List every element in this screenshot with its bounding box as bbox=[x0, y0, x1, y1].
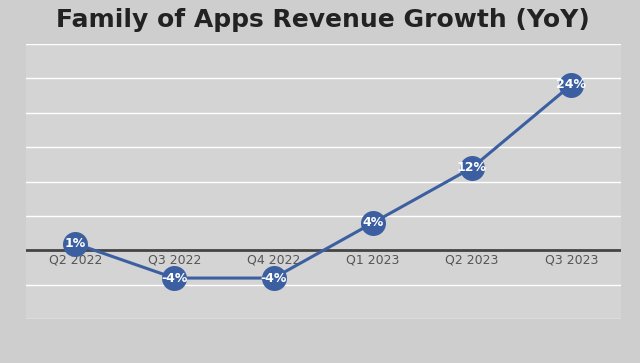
Text: 1%: 1% bbox=[65, 237, 86, 250]
Text: -4%: -4% bbox=[260, 272, 287, 285]
Text: Q1 2023: Q1 2023 bbox=[346, 254, 399, 267]
Text: Q2 2023: Q2 2023 bbox=[445, 254, 499, 267]
Text: 12%: 12% bbox=[457, 161, 487, 174]
Text: Q3 2023: Q3 2023 bbox=[545, 254, 598, 267]
Title: Family of Apps Revenue Growth (YoY): Family of Apps Revenue Growth (YoY) bbox=[56, 8, 590, 32]
Text: 24%: 24% bbox=[556, 78, 586, 91]
Text: 4%: 4% bbox=[362, 216, 383, 229]
Text: Q4 2022: Q4 2022 bbox=[247, 254, 300, 267]
Text: Q3 2022: Q3 2022 bbox=[148, 254, 201, 267]
Text: -4%: -4% bbox=[161, 272, 188, 285]
Text: Q2 2022: Q2 2022 bbox=[49, 254, 102, 267]
